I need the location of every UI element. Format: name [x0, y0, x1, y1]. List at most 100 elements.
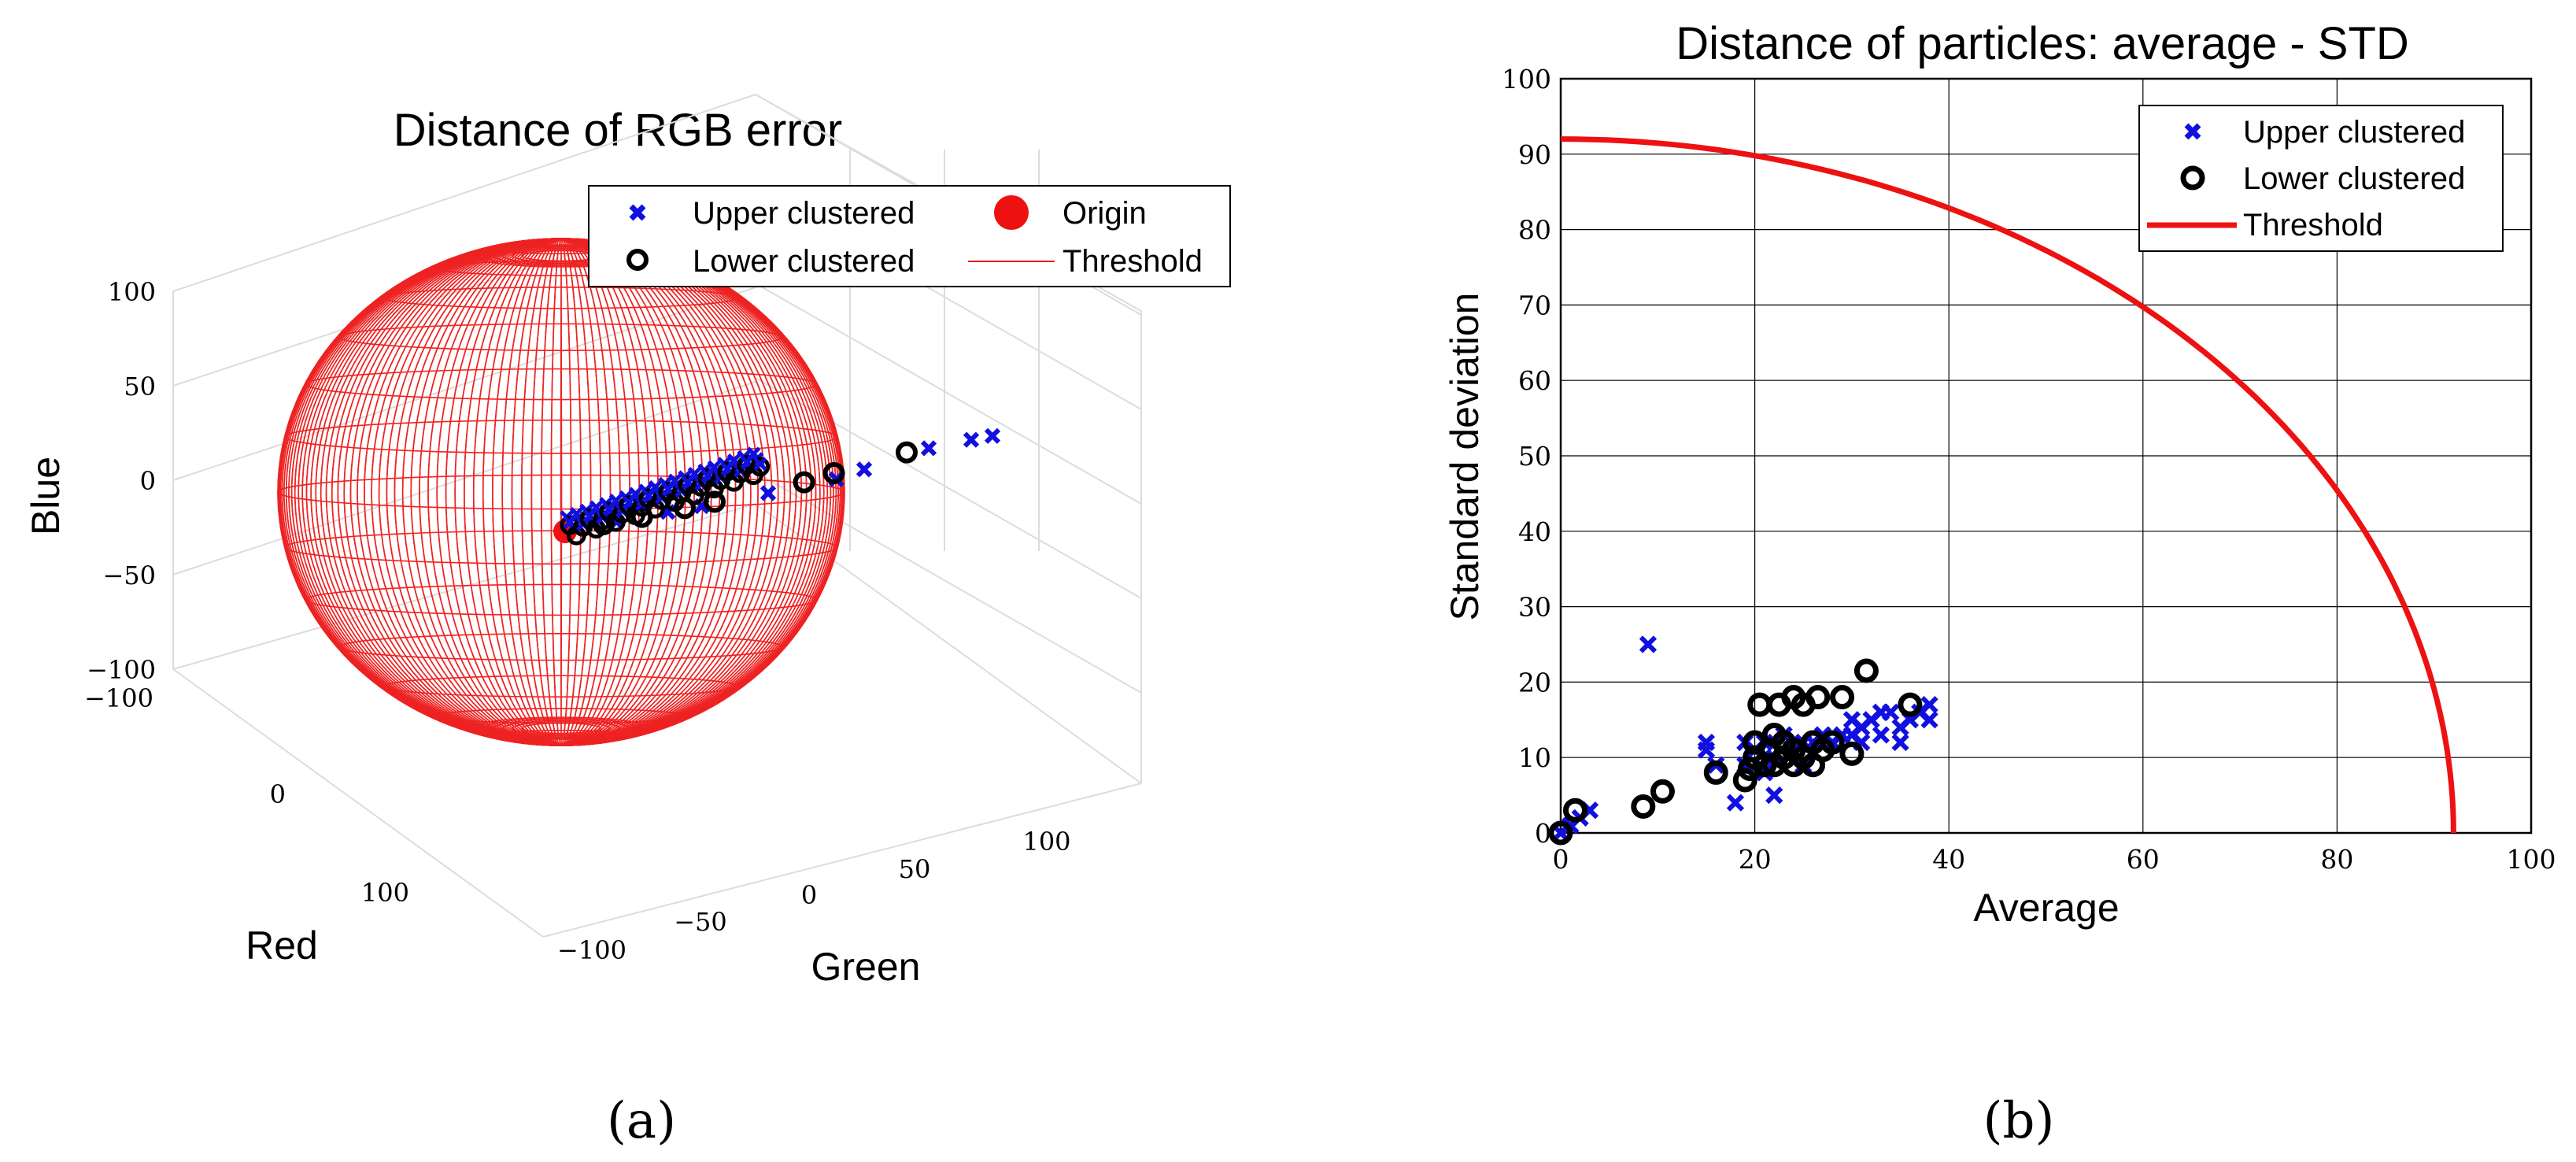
circle-marker [1820, 730, 1845, 755]
y-tick-label: 100 [1502, 64, 1551, 94]
circle-marker [704, 490, 726, 513]
x-tick-label: 80 [2320, 844, 2353, 875]
x-tick-label: 100 [2507, 844, 2556, 875]
legend-circle-marker-icon [626, 249, 649, 271]
circle-marker [1805, 685, 1831, 710]
y-tick-label: 90 [1518, 139, 1551, 170]
panel-a-z-ticks: 100 50 0 −50 −100 [87, 277, 156, 685]
panel-a-legend-lower: Lower clustered [693, 244, 915, 279]
circle-marker [1830, 685, 1855, 710]
panel-b-2d-chart: Distance of particles: average - STD 0 20… [1443, 18, 2556, 1150]
x-tick-label: 20 [1739, 844, 1772, 875]
sphere-pole [483, 717, 639, 739]
sphere-parallel [284, 419, 838, 454]
circle-marker [822, 462, 845, 484]
circle-marker [1839, 741, 1865, 766]
x-marker [984, 427, 1001, 444]
sphere-pole [502, 720, 620, 737]
panel-a-zlabel: Blue [24, 457, 68, 535]
x-tick-label: 40 [1932, 844, 1965, 875]
circle-marker [1650, 779, 1675, 804]
sphere-parallel [383, 287, 739, 309]
y-tick-label: 30 [1518, 592, 1551, 623]
threshold-curve [1560, 136, 2456, 834]
axes-grid-line [755, 283, 1142, 505]
x-tick-label: 100 [361, 878, 409, 908]
circle-marker [750, 457, 771, 477]
circle-marker [1703, 760, 1728, 785]
y-tick-label: 50 [899, 854, 931, 884]
z-tick-label: 50 [124, 372, 156, 402]
x-marker [1697, 741, 1716, 759]
sphere-parallel [338, 323, 784, 351]
panel-a-xlabel: Red [246, 923, 318, 968]
panel-a-legend: Upper clustered Origin Lower clustered T… [588, 185, 1231, 287]
circle-marker [1898, 692, 1923, 717]
y-tick-label: 0 [1535, 818, 1551, 849]
x-marker [1920, 711, 1938, 729]
circle-marker [896, 441, 918, 464]
z-tick-label: 0 [140, 466, 156, 496]
panel-b-legend-upper: Upper clustered [2243, 115, 2465, 150]
x-marker [963, 431, 980, 448]
panel-a-3d-chart: Distance of RGB error 100 50 0 −50 −100 −100… [24, 94, 1231, 1150]
panel-a-legend-origin: Origin [1063, 196, 1147, 231]
panel-a-threshold-sphere [277, 238, 845, 746]
y-tick-label: −100 [557, 935, 626, 965]
x-marker [1726, 794, 1745, 812]
sphere-pole [512, 721, 611, 735]
panel-b-y-ticks: 0 10 20 30 40 50 60 70 80 90 100 [1502, 64, 1551, 849]
panel-a-legend-threshold: Threshold [1063, 244, 1203, 279]
x-tick-label: 0 [1553, 844, 1569, 875]
x-tick-label: 0 [270, 779, 286, 809]
z-tick-label: −50 [102, 561, 156, 590]
legend-circle-marker-icon [2180, 165, 2205, 191]
legend-origin-marker-icon [994, 195, 1029, 230]
panel-a-ylabel: Green [811, 945, 921, 989]
panel-a-legend-box [588, 185, 1231, 287]
panel-a-label: (a) [607, 1092, 676, 1150]
circle-marker [1548, 820, 1573, 846]
circle-marker [1853, 658, 1879, 683]
z-tick-label: 100 [108, 277, 156, 307]
sphere-parallel [338, 633, 784, 661]
y-tick-label: 10 [1518, 742, 1551, 773]
axes-box-line [172, 94, 756, 292]
axes-grid-line [755, 377, 1142, 599]
panel-b-legend-threshold: Threshold [2243, 208, 2383, 242]
y-tick-label: 100 [1022, 827, 1070, 857]
x-marker [1639, 635, 1658, 653]
panel-b-title: Distance of particles: average - STD [1676, 18, 2409, 69]
y-tick-label: 70 [1518, 290, 1551, 320]
y-tick-label: −50 [674, 907, 727, 937]
x-tick-label: 60 [2127, 844, 2160, 875]
y-tick-label: 20 [1518, 667, 1551, 698]
panel-b-xlabel: Average [1973, 886, 2119, 930]
y-tick-label: 0 [801, 880, 817, 910]
y-tick-label: 80 [1518, 215, 1551, 246]
z-tick-label: −100 [87, 655, 156, 685]
axes-box-line [755, 503, 1142, 784]
x-marker [1872, 726, 1890, 744]
x-marker [1765, 786, 1783, 805]
panel-b-ylabel: Standard deviation [1443, 293, 1487, 621]
circle-marker [793, 471, 815, 494]
circle-marker [1737, 757, 1762, 782]
y-tick-label: 60 [1518, 365, 1551, 396]
axes-box-line [172, 668, 544, 938]
panel-a-data-marks [553, 427, 1001, 546]
x-marker [1872, 703, 1890, 721]
panel-b-legend: Upper clustered Lower clustered Threshol… [2138, 105, 2504, 252]
circle-marker [1732, 768, 1757, 793]
circle-marker [1562, 797, 1587, 823]
legend-x-marker-icon [629, 204, 646, 221]
panel-b-data-marks [1548, 136, 2456, 846]
panel-a-y-ticks: −100 −50 0 50 100 [557, 827, 1070, 965]
x-marker [759, 485, 777, 501]
sphere-parallel [305, 368, 818, 401]
panel-a-legend-upper: Upper clustered [693, 196, 915, 231]
y-tick-label: 40 [1518, 516, 1551, 547]
y-tick-label: 50 [1518, 441, 1551, 472]
sphere-meridian [560, 238, 563, 746]
